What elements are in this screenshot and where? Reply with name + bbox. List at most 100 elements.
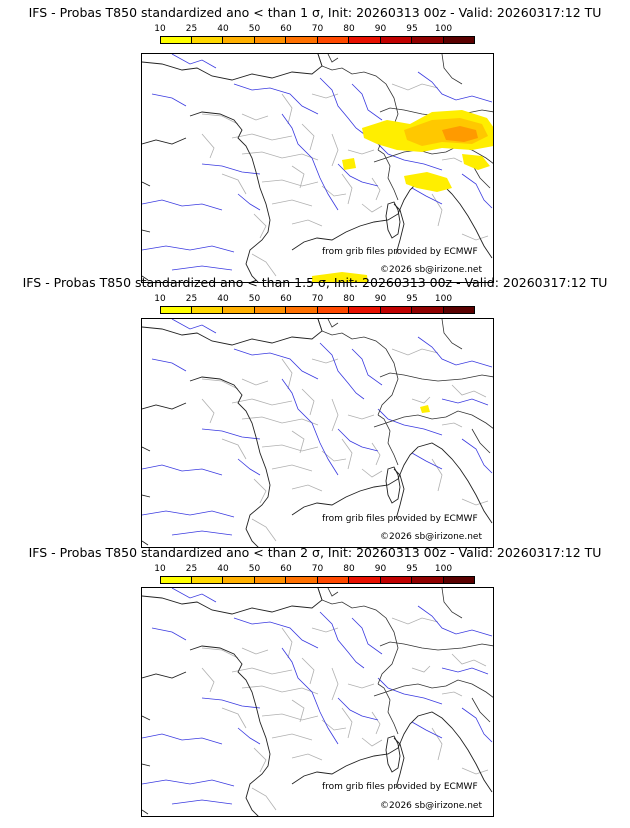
admin-boundary [241, 647, 269, 655]
river [151, 93, 187, 107]
river [142, 464, 223, 476]
admin-boundary [291, 430, 305, 454]
river [237, 193, 261, 211]
coastline [393, 468, 405, 520]
admin-boundary [461, 233, 489, 241]
river [281, 647, 339, 745]
country-border [327, 54, 339, 63]
admin-boundary [321, 185, 347, 197]
river [233, 617, 319, 649]
admin-boundary [201, 647, 239, 659]
river [171, 54, 217, 69]
coastline [142, 54, 323, 81]
river [171, 799, 233, 805]
coastline [189, 645, 271, 816]
colorbar-segment [160, 576, 192, 584]
admin-boundary [291, 699, 305, 723]
map-svg [142, 54, 493, 282]
colorbar-segment [349, 576, 381, 584]
river [171, 265, 233, 271]
source-credit: from grib files provided by ECMWF [322, 782, 478, 792]
admin-boundary [261, 713, 319, 721]
river [233, 348, 319, 380]
corsica-coastline [385, 201, 401, 239]
admin-boundary [441, 691, 463, 697]
coastline [142, 402, 187, 410]
admin-boundary [331, 667, 339, 701]
borders-layer [317, 588, 493, 735]
colorbar-tick-label: 80 [343, 294, 355, 304]
colorbar-segment [380, 36, 412, 44]
coastline [142, 540, 149, 546]
rivers-layer [142, 319, 493, 542]
river [201, 428, 261, 440]
river [142, 779, 235, 787]
admin-boundary [321, 719, 347, 731]
panel-title: IFS - Probas T850 standardized ano < tha… [22, 275, 608, 290]
probability-areas-layer [312, 110, 493, 282]
admin-boundary [441, 157, 463, 163]
river [319, 611, 365, 669]
colorbar-segment [160, 36, 192, 44]
colorbar-tick-label: 80 [343, 564, 355, 574]
admin-boundary [291, 165, 305, 189]
admin-boundary [261, 179, 319, 187]
country-border [471, 428, 491, 454]
river [233, 83, 319, 115]
coastline [142, 275, 149, 281]
river [142, 733, 223, 745]
colorbar-segment [443, 306, 475, 314]
colorbar-segment [286, 306, 318, 314]
colorbar-tick-label: 100 [434, 294, 453, 304]
probability-map [141, 587, 494, 817]
country-border [379, 641, 493, 651]
admin-boundary [291, 484, 323, 492]
colorbar-tick-label: 70 [311, 294, 324, 304]
prob-area-center [342, 158, 356, 170]
coastline [142, 319, 323, 346]
colorbar-tick-label: 90 [374, 564, 387, 574]
admin-boundary [301, 657, 315, 685]
coastline [291, 442, 493, 524]
colorbar-segment [317, 576, 349, 584]
colorbar-segment [380, 576, 412, 584]
admin-boundary [301, 123, 315, 151]
river [461, 173, 493, 209]
river [142, 199, 223, 211]
river [237, 727, 261, 745]
admin-boundary [321, 450, 347, 462]
admin-boundary [201, 113, 239, 125]
river [351, 348, 383, 386]
rivers-layer [142, 54, 493, 277]
admin-boundary [391, 83, 439, 91]
prob-area-po [404, 172, 452, 192]
admin-boundary [431, 458, 443, 492]
river [151, 358, 187, 372]
source-credit: from grib files provided by ECMWF [322, 247, 478, 257]
river [417, 71, 493, 103]
country-border [441, 588, 463, 619]
admin-boundary [251, 518, 277, 542]
river [351, 83, 383, 121]
colorbar-segment [412, 576, 444, 584]
country-border [327, 588, 339, 597]
colorbar-segment [223, 576, 255, 584]
colorbar-tick-label: 25 [185, 564, 198, 574]
probability-map [141, 318, 494, 548]
admin-boundary [411, 396, 431, 404]
admin-boundary [371, 711, 381, 735]
admin-boundary [253, 478, 267, 504]
river [377, 143, 443, 171]
admin-boundary [431, 727, 443, 761]
colorbar-tick-label: 40 [217, 564, 229, 574]
river [281, 113, 339, 211]
admin-boundary [201, 667, 215, 693]
copyright: ©2026 sb@irizone.net [380, 265, 482, 275]
country-border [471, 697, 491, 723]
admin-boundary [301, 388, 315, 416]
colorbar-segment [254, 576, 286, 584]
admin-boundary [361, 468, 383, 478]
admin-boundary [451, 384, 487, 398]
coastline [142, 763, 151, 767]
river [237, 458, 261, 476]
